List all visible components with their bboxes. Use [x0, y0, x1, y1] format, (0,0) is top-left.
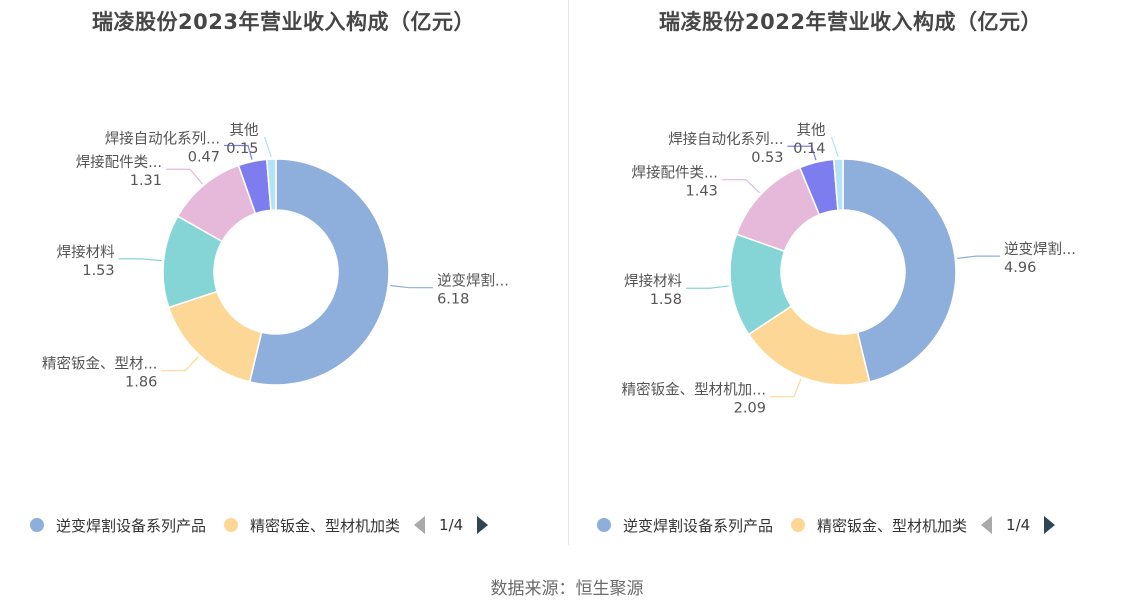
slice-label: 焊接自动化系列...	[668, 131, 783, 148]
slice-label: 焊接配件类...	[76, 154, 162, 171]
chart-legend: 逆变焊割设备系列产品 精密钣金、型材机加类 1/4	[597, 512, 1056, 538]
slice-value-label: 1.31	[130, 173, 162, 189]
legend-prev-icon[interactable]	[414, 516, 426, 534]
donut-slice[interactable]	[832, 158, 844, 212]
donut-slice[interactable]	[265, 158, 277, 212]
legend-marker	[597, 518, 611, 532]
slice-label: 其他	[797, 122, 826, 139]
legend-label: 精密钣金、型材机加类	[817, 516, 968, 535]
legend-item[interactable]: 精密钣金、型材机加类	[791, 515, 967, 536]
slice-value-label: 6.18	[437, 292, 469, 308]
chart-title: 瑞凌股份2023年营业收入构成（亿元）	[92, 10, 475, 34]
slice-label: 焊接配件类...	[632, 165, 718, 182]
slice-value-label: 0.14	[793, 141, 825, 157]
chart-panel-2022: 瑞凌股份2022年营业收入构成（亿元） 逆变焊割... 4.96 精密钣金、型材机加…	[567, 0, 1134, 545]
chart-panel-2023: 瑞凌股份2023年营业收入构成（亿元） 逆变焊割... 6.18 精密钣金、型材..…	[0, 0, 567, 545]
slice-value-label: 0.53	[751, 150, 783, 166]
legend-item[interactable]: 精密钣金、型材机加类	[224, 515, 400, 536]
leader-line	[957, 255, 1001, 259]
leader-line	[685, 285, 729, 289]
legend-pager: 1/4	[981, 516, 1056, 534]
legend-label: 精密钣金、型材机加类	[250, 516, 401, 535]
leader-line	[166, 168, 203, 185]
leader-line	[787, 145, 817, 161]
donut-slice[interactable]	[842, 158, 957, 383]
legend-marker	[30, 518, 44, 532]
leader-line	[830, 136, 839, 158]
leader-line	[161, 356, 199, 372]
legend-page-indicator: 1/4	[1006, 516, 1031, 534]
slice-label: 逆变焊割...	[437, 273, 509, 290]
slice-label: 其他	[230, 122, 259, 139]
slice-value-label: 0.47	[188, 150, 220, 166]
legend-marker	[791, 518, 806, 532]
slice-value-label: 1.86	[125, 375, 157, 391]
legend-page-indicator: 1/4	[439, 516, 464, 534]
slice-label: 精密钣金、型材机加...	[622, 382, 766, 399]
slice-value-label: 1.58	[650, 292, 682, 308]
legend-next-icon[interactable]	[1044, 516, 1056, 534]
legend-pager: 1/4	[414, 516, 489, 534]
donut-slice[interactable]	[248, 158, 390, 386]
donut-slice[interactable]	[167, 290, 263, 383]
leader-line	[390, 284, 434, 289]
slice-value-label: 0.15	[226, 141, 258, 157]
chart-title: 瑞凌股份2022年营业收入构成（亿元）	[659, 10, 1042, 34]
slice-value-label: 4.96	[1004, 260, 1036, 276]
slice-value-label: 2.09	[734, 401, 766, 417]
legend-item[interactable]: 逆变焊割设备系列产品	[597, 515, 773, 536]
chart-legend: 逆变焊割设备系列产品 精密钣金、型材机加类 1/4	[30, 512, 489, 538]
leader-line	[263, 136, 272, 158]
leader-line	[769, 378, 802, 398]
legend-next-icon[interactable]	[477, 516, 489, 534]
leader-line	[721, 179, 761, 194]
slice-label: 精密钣金、型材...	[42, 356, 157, 373]
data-source-note: 数据来源：恒生聚源	[490, 579, 644, 599]
leader-line	[224, 144, 253, 160]
legend-label: 逆变焊割设备系列产品	[623, 516, 774, 535]
slice-value-label: 1.43	[686, 184, 718, 200]
slice-value-label: 1.53	[82, 263, 114, 279]
slice-label: 逆变焊割...	[1004, 241, 1076, 258]
legend-item[interactable]: 逆变焊割设备系列产品	[30, 515, 206, 536]
slice-label: 焊接自动化系列...	[105, 131, 220, 148]
legend-label: 逆变焊割设备系列产品	[56, 516, 207, 535]
donut-chart-2022: 逆变焊割... 4.96 精密钣金、型材机加... 2.09 焊接材料 1.58 焊接配件类…	[622, 122, 1076, 417]
legend-marker	[224, 518, 239, 532]
leader-line	[118, 258, 162, 262]
slice-label: 焊接材料	[624, 273, 682, 290]
panel-divider	[568, 0, 569, 545]
legend-prev-icon[interactable]	[981, 516, 993, 534]
donut-chart-2023: 逆变焊割... 6.18 精密钣金、型材... 1.86 焊接材料 1.53 焊接配件类..…	[42, 122, 509, 391]
slice-label: 焊接材料	[57, 244, 115, 261]
